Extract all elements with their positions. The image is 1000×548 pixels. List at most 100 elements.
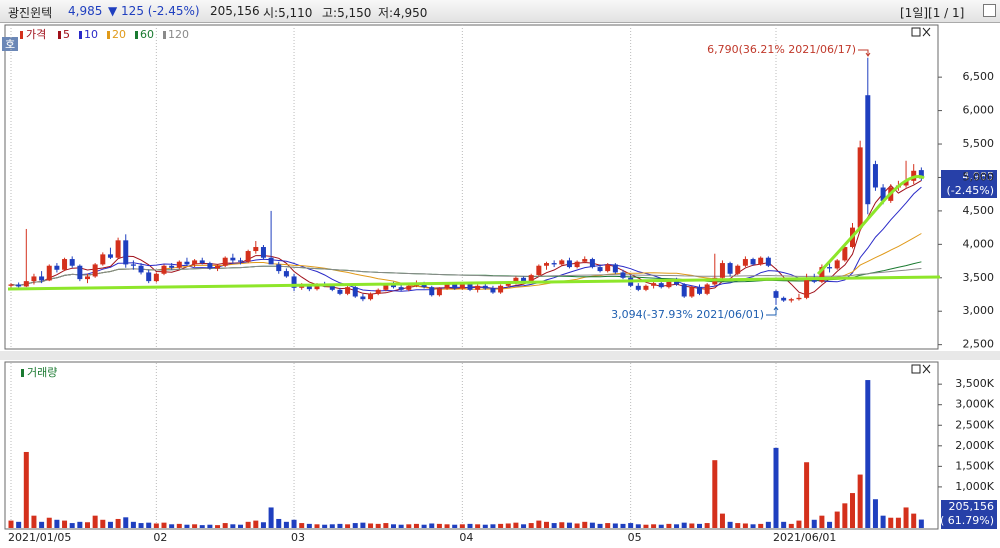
candle-body <box>490 288 496 293</box>
volume-bar <box>199 525 205 528</box>
candle-body <box>314 284 320 290</box>
volume-bar <box>337 523 343 528</box>
volume-bar <box>69 523 75 528</box>
volume-bar <box>283 521 289 528</box>
volume-bar <box>322 524 328 528</box>
volume-bar <box>589 522 595 528</box>
candle-body <box>138 265 144 273</box>
candle-body <box>192 260 198 265</box>
volume-bar <box>245 521 251 528</box>
volume-bar <box>666 523 672 528</box>
y-tick-label: 3,500K <box>955 377 994 390</box>
candle-body <box>597 267 603 272</box>
candle-body <box>352 287 358 297</box>
candle-body <box>719 263 725 278</box>
open: 시:5,110 <box>263 6 313 20</box>
legend-label: 5 <box>63 28 70 41</box>
candle-body <box>819 267 825 282</box>
volume-bar <box>291 519 297 528</box>
y-tick-label: 4,500 <box>963 204 995 217</box>
candle-body <box>161 265 167 274</box>
candle-body <box>658 283 664 288</box>
volume-bar <box>306 523 312 528</box>
volume-bar <box>467 523 473 528</box>
candle-body <box>498 285 504 293</box>
candle-body <box>77 265 83 280</box>
candle-body <box>406 285 412 290</box>
panel-icons[interactable] <box>911 27 931 374</box>
candle-body <box>238 260 243 262</box>
splitter <box>0 351 1000 360</box>
volume-bar <box>230 524 236 528</box>
page-indicator[interactable]: [1일][1 / 1] <box>900 6 965 20</box>
volume-badge-ratio: ( 61.79%) <box>940 514 994 527</box>
window-icon[interactable] <box>983 4 996 17</box>
volume-bar <box>521 524 527 528</box>
volume-badge <box>941 500 997 529</box>
volume-bar <box>406 524 412 528</box>
volume-bar <box>92 515 98 528</box>
candle-body <box>704 284 710 294</box>
volume-bar <box>911 513 917 528</box>
volume-bar <box>834 511 840 528</box>
volume-bar <box>781 521 787 528</box>
trend-line <box>816 175 925 276</box>
button-label: 호 <box>5 38 15 51</box>
y-tick-label: 5,500 <box>963 137 995 150</box>
legend-label: 거래량 <box>27 366 57 379</box>
button[interactable] <box>2 37 18 51</box>
volume-panel <box>4 361 939 530</box>
candle-body <box>329 285 335 290</box>
high: 고:5,150 <box>322 6 372 20</box>
volume-bar <box>429 523 435 528</box>
candle-body <box>467 284 473 290</box>
annotation: 6,790(36.21% 2021/06/17) <box>707 43 856 56</box>
x-tick-label: 02 <box>153 531 167 544</box>
y-tick-label: 2,500K <box>955 418 994 431</box>
candle-body <box>444 284 450 289</box>
candle-body <box>872 164 878 188</box>
candle-body <box>100 254 106 265</box>
candle-body <box>903 180 909 186</box>
volume-bar <box>490 524 496 528</box>
candle-body <box>169 265 175 268</box>
volume-bar <box>107 521 113 528</box>
volume-bar <box>299 523 305 528</box>
candle-body <box>54 265 60 270</box>
y-tick-label: 1,500K <box>955 459 994 472</box>
candle-body <box>452 284 458 289</box>
legend-label: 10 <box>84 28 98 41</box>
volume-bar <box>681 522 687 528</box>
volume-bar <box>329 524 335 528</box>
annotation: 3,094(-37.93% 2021/06/01) <box>611 308 764 321</box>
candle-body <box>505 282 511 286</box>
candle-body <box>842 247 848 261</box>
volume-bar <box>865 380 871 528</box>
volume-bar <box>62 520 68 528</box>
volume-bar <box>368 523 374 528</box>
candle-body <box>605 264 611 272</box>
candle-body <box>735 265 741 274</box>
candle-body <box>559 260 565 265</box>
candle-body <box>781 297 787 301</box>
low: 저:4,950 <box>378 6 428 20</box>
volume-bar <box>314 524 320 528</box>
volume-bar <box>628 523 634 528</box>
legend-swatch <box>107 31 110 39</box>
price: 4,985 <box>68 4 103 18</box>
candle-body <box>46 265 52 281</box>
y-tick-label: 6,500 <box>963 70 995 83</box>
volume-bar <box>238 524 243 528</box>
volume-bar <box>8 520 14 528</box>
volume-bar <box>651 524 657 528</box>
volume-bar <box>582 521 588 528</box>
volume-bar <box>375 523 381 528</box>
candle-body <box>758 257 764 265</box>
legend-swatch <box>58 31 61 39</box>
volume-bar <box>819 515 825 528</box>
volume-bar <box>260 522 266 528</box>
volume-bar <box>276 518 282 528</box>
y-tick-label: 2,500 <box>963 338 995 351</box>
candle-body <box>368 293 374 300</box>
volume-bar <box>559 522 565 528</box>
